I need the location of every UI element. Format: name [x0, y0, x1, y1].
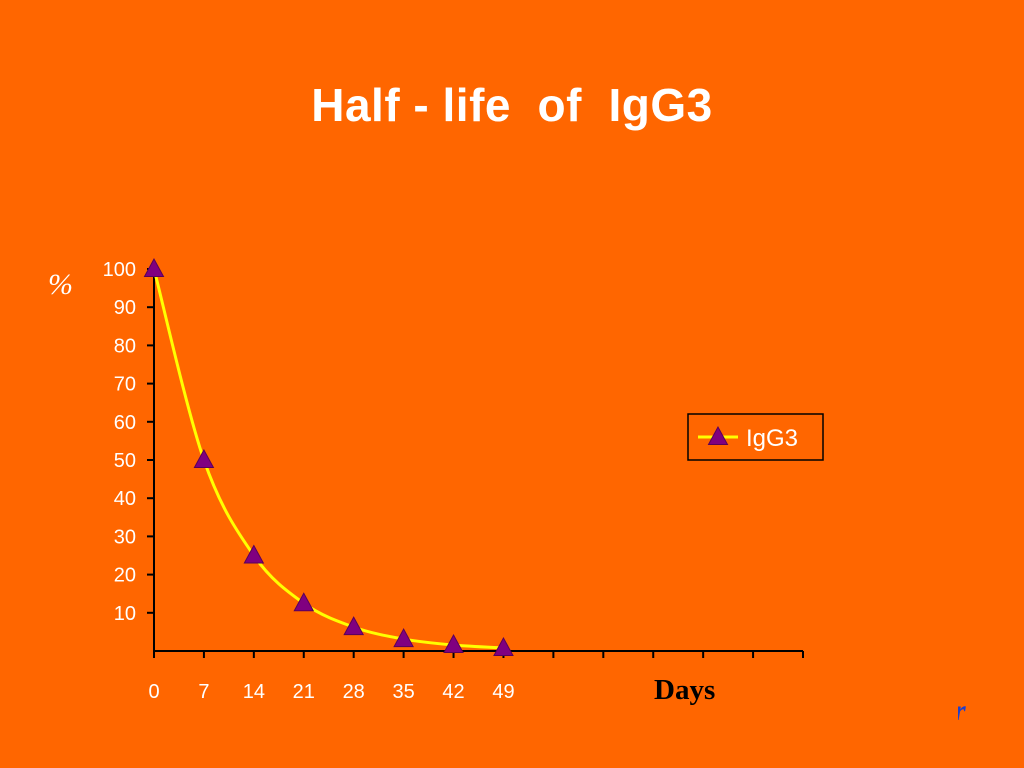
data-point-marker [193, 448, 215, 468]
x-tick-label: 21 [293, 681, 315, 703]
x-tick-label: 7 [198, 681, 209, 703]
legend-box [687, 413, 824, 461]
data-point-marker [493, 636, 514, 657]
y-tick-label: 40 [114, 488, 136, 510]
data-point-marker [243, 544, 265, 564]
y-axis-label: % [48, 268, 73, 301]
data-point-marker [143, 257, 165, 277]
x-tick-label: 42 [442, 681, 464, 703]
y-tick-label: 20 [114, 565, 136, 587]
x-tick-label: 35 [392, 681, 414, 703]
y-tick-label: 80 [114, 335, 136, 357]
slide-title: Half - life of IgG3 [311, 79, 713, 131]
corner-logo-mark: r [958, 694, 984, 728]
data-point-marker [343, 616, 365, 636]
data-point-marker [393, 628, 414, 648]
data-point-marker [443, 633, 464, 654]
x-axis-label: Days [654, 674, 716, 706]
x-tick-label: 28 [343, 681, 365, 703]
y-tick-label: 60 [114, 412, 136, 434]
x-tick-label: 0 [148, 681, 159, 703]
y-tick-label: 30 [114, 526, 136, 548]
y-tick-label: 70 [114, 374, 136, 396]
x-tick-label: 49 [492, 681, 514, 703]
data-point-marker [293, 592, 315, 612]
y-tick-label: 100 [103, 259, 136, 281]
y-tick-label: 10 [114, 603, 136, 625]
legend-marker-swatch [707, 425, 729, 445]
y-tick-label: 90 [114, 297, 136, 319]
corner-logo-text: r [958, 694, 984, 728]
x-tick-label: 14 [243, 681, 265, 703]
legend-label-igg3: IgG3 [746, 425, 798, 452]
y-tick-label: 50 [114, 450, 136, 472]
